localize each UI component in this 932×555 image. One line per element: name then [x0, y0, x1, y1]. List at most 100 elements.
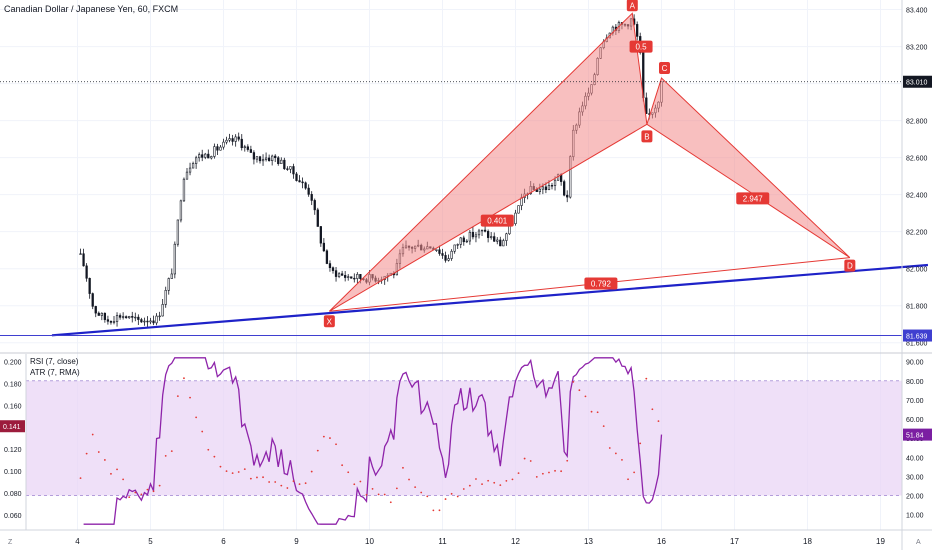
candle[interactable]	[143, 317, 146, 326]
candle[interactable]	[505, 232, 508, 246]
candle[interactable]	[109, 320, 113, 325]
candle[interactable]	[194, 155, 198, 169]
candle[interactable]	[258, 155, 262, 164]
candle[interactable]	[477, 228, 481, 239]
candle[interactable]	[283, 157, 286, 170]
candle[interactable]	[121, 312, 125, 320]
candle[interactable]	[261, 154, 265, 166]
candle[interactable]	[331, 266, 335, 274]
candle[interactable]	[340, 270, 344, 276]
candle[interactable]	[210, 155, 213, 160]
candle[interactable]	[322, 238, 326, 253]
candle[interactable]	[182, 177, 186, 202]
candle[interactable]	[435, 249, 438, 252]
candle[interactable]	[240, 134, 243, 151]
candle[interactable]	[267, 154, 271, 162]
candle[interactable]	[328, 260, 332, 272]
candle[interactable]	[179, 199, 183, 223]
candle[interactable]	[502, 238, 505, 247]
candle[interactable]	[237, 132, 240, 142]
candle[interactable]	[131, 311, 134, 323]
footer-right-letter[interactable]: A	[916, 539, 921, 546]
candle[interactable]	[134, 312, 137, 322]
candle[interactable]	[91, 292, 94, 310]
candle[interactable]	[274, 154, 277, 163]
pattern-point-c[interactable]: C	[659, 62, 670, 75]
candle[interactable]	[198, 152, 201, 162]
candle[interactable]	[207, 149, 210, 159]
candle[interactable]	[152, 315, 155, 326]
candle[interactable]	[496, 237, 499, 245]
candle[interactable]	[252, 150, 256, 165]
candle[interactable]	[100, 312, 103, 321]
candle[interactable]	[225, 136, 228, 145]
candle[interactable]	[459, 237, 462, 249]
candle[interactable]	[173, 241, 176, 279]
hline-price-tag[interactable]: 81.639	[903, 329, 932, 342]
candle[interactable]	[167, 277, 170, 295]
candle[interactable]	[353, 273, 356, 283]
candle[interactable]	[307, 184, 310, 197]
candle[interactable]	[277, 156, 280, 166]
candle[interactable]	[292, 163, 295, 179]
candle[interactable]	[216, 143, 219, 155]
candle[interactable]	[517, 205, 520, 214]
candle[interactable]	[325, 249, 329, 265]
candle[interactable]	[453, 244, 456, 254]
candle[interactable]	[645, 92, 648, 114]
candle[interactable]	[125, 315, 128, 319]
candle[interactable]	[128, 315, 131, 319]
candle[interactable]	[146, 316, 149, 328]
candle[interactable]	[456, 243, 459, 249]
candle[interactable]	[255, 156, 259, 163]
candle[interactable]	[149, 317, 152, 325]
candle[interactable]	[85, 263, 88, 282]
candle[interactable]	[480, 229, 484, 237]
candle[interactable]	[204, 152, 207, 160]
candle[interactable]	[185, 167, 189, 180]
candle[interactable]	[286, 166, 289, 171]
candle[interactable]	[137, 314, 140, 325]
candle[interactable]	[201, 149, 204, 162]
candle[interactable]	[316, 207, 319, 227]
pattern-point-b[interactable]: B	[641, 130, 653, 143]
candle[interactable]	[155, 313, 158, 326]
candle[interactable]	[158, 311, 161, 321]
candle[interactable]	[249, 145, 253, 153]
candle[interactable]	[170, 268, 173, 279]
atr-dots[interactable]	[79, 377, 660, 512]
candle[interactable]	[176, 219, 180, 247]
candle[interactable]	[289, 166, 292, 174]
candle[interactable]	[462, 235, 465, 246]
candle[interactable]	[356, 272, 359, 284]
candle[interactable]	[115, 312, 119, 327]
indicator-pane[interactable]	[26, 357, 902, 525]
price-pane[interactable]: X A B C D 0.401 0.5 2.947 0.792	[0, 0, 929, 337]
candle[interactable]	[298, 175, 301, 183]
candle[interactable]	[514, 209, 517, 226]
candle[interactable]	[471, 226, 475, 240]
candle[interactable]	[350, 276, 353, 279]
candle[interactable]	[313, 198, 316, 215]
candle[interactable]	[264, 152, 268, 162]
candle[interactable]	[441, 248, 444, 259]
candle[interactable]	[231, 134, 234, 146]
candle[interactable]	[188, 162, 192, 176]
candle[interactable]	[222, 138, 225, 150]
candle[interactable]	[319, 226, 322, 247]
candle[interactable]	[94, 305, 97, 318]
candle[interactable]	[295, 171, 298, 182]
candle[interactable]	[337, 272, 341, 279]
candle[interactable]	[636, 21, 639, 41]
pattern-bcd-triangle[interactable]	[646, 77, 851, 259]
candle[interactable]	[301, 177, 304, 189]
candle[interactable]	[344, 271, 347, 282]
candle[interactable]	[191, 161, 195, 169]
pattern-point-x[interactable]: X	[323, 315, 335, 328]
candle[interactable]	[493, 232, 496, 242]
last-price-tag[interactable]: 83.010	[903, 75, 932, 88]
candle[interactable]	[112, 316, 116, 325]
candle[interactable]	[164, 286, 167, 308]
atr-value-tag[interactable]: 0.141	[0, 420, 25, 433]
